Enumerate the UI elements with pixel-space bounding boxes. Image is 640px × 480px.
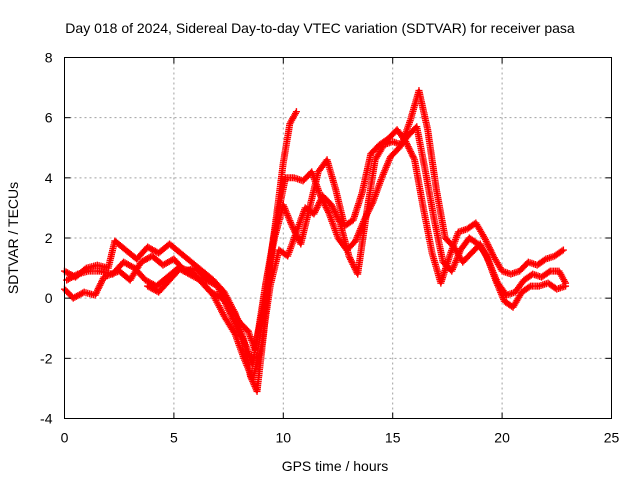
series-trail-markers	[62, 109, 299, 394]
y-tick-labels: -4 -2 0 2 4 6 8	[40, 50, 53, 427]
y-tick-label: -2	[40, 350, 53, 366]
x-tick-label: 15	[385, 430, 401, 446]
series-track-b	[61, 126, 567, 368]
y-tick-label: -4	[40, 411, 53, 427]
series-track-d	[144, 87, 570, 383]
y-tick-label: 2	[45, 230, 53, 246]
x-tick-label: 25	[604, 430, 620, 446]
series-trail-markers	[145, 89, 569, 382]
chart-title: Day 018 of 2024, Sidereal Day-to-day VTE…	[65, 20, 575, 36]
y-tick-label: 6	[45, 110, 53, 126]
x-tick-label: 5	[170, 430, 178, 446]
series-track-a	[61, 108, 300, 395]
y-tick-label: 4	[45, 170, 53, 186]
x-tick-label: 20	[494, 430, 510, 446]
series-trail-markers	[62, 127, 566, 366]
axis-ticks	[64, 57, 612, 419]
x-tick-label: 10	[276, 430, 292, 446]
x-tick-labels: 0 5 10 15 20 25	[61, 430, 620, 446]
x-axis-title: GPS time / hours	[282, 458, 389, 474]
data-marks	[61, 87, 570, 395]
series-track-c	[63, 123, 570, 353]
y-tick-label: 0	[45, 290, 53, 306]
x-tick-label: 0	[61, 430, 69, 446]
y-axis-title: SDTVAR / TECUs	[5, 182, 21, 294]
y-tick-label: 8	[45, 50, 53, 66]
